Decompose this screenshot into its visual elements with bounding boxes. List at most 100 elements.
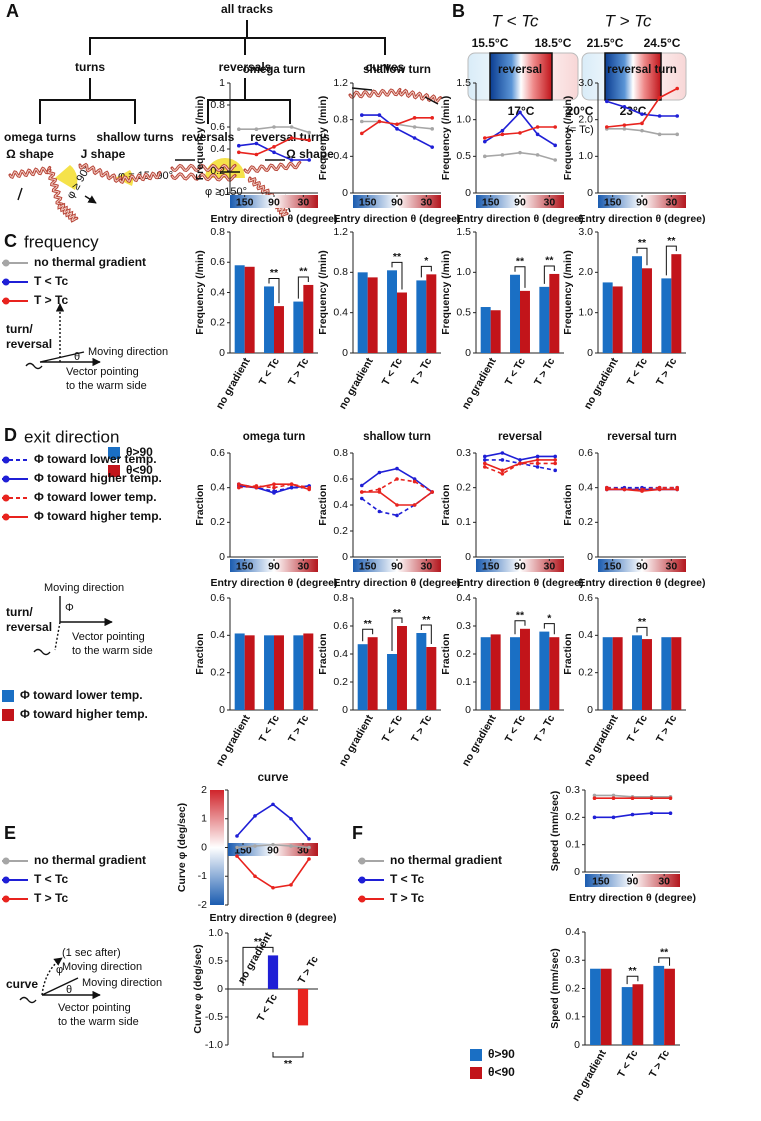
bar (274, 635, 284, 710)
significance-bracket (272, 1052, 304, 1058)
significance-bracket (268, 277, 280, 304)
x-tick-label: no gradient (337, 712, 376, 768)
x-tick-label: T > Tc (409, 356, 434, 388)
series-marker (412, 477, 417, 481)
bar (244, 635, 255, 710)
significance-bracket (297, 276, 309, 299)
x-colorbar (476, 559, 564, 572)
series-marker (605, 99, 609, 104)
bar (520, 290, 530, 353)
significance-label: ** (660, 947, 669, 959)
y-tick-label: 0 (587, 704, 593, 716)
series-marker (377, 487, 382, 492)
series-marker (377, 470, 382, 475)
bar (642, 639, 652, 710)
x-tick-label: 90 (636, 196, 648, 208)
y-tick-label: 2.0 (578, 113, 593, 125)
series-line (361, 491, 433, 506)
bar (367, 637, 378, 710)
series-marker (395, 466, 399, 471)
x-colorbar (598, 195, 686, 208)
bar (387, 654, 397, 710)
significance-label: ** (638, 237, 647, 249)
x-tick-label: 30 (665, 196, 677, 208)
legend-marker (2, 857, 10, 865)
x-axis-label: Entry direction θ (degree) (578, 213, 705, 225)
worm-highlight (171, 164, 236, 171)
y-tick-label: -1.0 (205, 1039, 223, 1051)
series-marker (518, 458, 522, 462)
y-tick-label: 1.5 (456, 226, 471, 238)
series-marker (675, 86, 679, 91)
significance-bracket (420, 624, 432, 644)
bar (600, 968, 612, 1045)
legend-label: T < Tc (34, 872, 68, 886)
x-tick-label: 150 (482, 196, 500, 208)
series-marker (253, 844, 257, 848)
x-tick-label: 90 (514, 560, 526, 572)
series-marker (395, 122, 399, 127)
y-axis-label: Curve φ (deg/sec) (192, 944, 204, 1033)
series-marker (592, 793, 597, 798)
y-tick-label: 0.4 (333, 499, 348, 511)
y-tick-label: -2 (198, 899, 207, 911)
diagram-text: turn/ (6, 605, 33, 619)
bar (267, 955, 279, 989)
panel-label: A (6, 1, 19, 21)
bar (303, 284, 314, 353)
y-tick-label: 0.6 (210, 121, 225, 133)
legend-label: no thermal gradient (34, 255, 146, 269)
tree-branch: curves (366, 60, 405, 74)
worm (398, 88, 442, 104)
significance-label: ** (270, 267, 279, 279)
y-tick-label: 0.4 (565, 926, 580, 938)
series-marker (307, 487, 312, 492)
y-tick-label: 0.2 (565, 811, 580, 823)
series-marker (237, 485, 241, 490)
y-tick-label: 0.3 (565, 954, 580, 966)
y-tick-label: 0.8 (333, 592, 348, 604)
y-tick-label: 0.4 (578, 629, 593, 641)
significance-bracket (391, 261, 403, 290)
significance-bracket (636, 626, 648, 637)
bar (661, 637, 672, 710)
y-colorbar (210, 790, 224, 905)
bar (357, 644, 368, 710)
y-axis-label: Frequency (/min) (562, 96, 574, 181)
worm-highlight (58, 204, 77, 222)
y-tick-label: 0.1 (565, 838, 580, 850)
series-marker (253, 814, 257, 818)
series-marker (553, 143, 557, 148)
series-marker (235, 834, 239, 838)
y-tick-label: 0.2 (578, 516, 593, 528)
y-tick-label: 0 (465, 551, 471, 563)
worm-highlight (171, 173, 236, 181)
angle-wedge (205, 158, 245, 178)
bar (671, 254, 682, 353)
significance-label: * (547, 612, 552, 624)
series-marker (535, 458, 540, 462)
x-tick-label: T < Tc (503, 713, 528, 745)
chart-title: shallow turn (363, 64, 431, 76)
diagram-text: (1 sec after) (62, 947, 121, 959)
bar (549, 637, 560, 710)
series-marker (360, 119, 364, 124)
series-marker (553, 158, 557, 162)
x-tick-label: no gradient (460, 712, 499, 768)
x-tick-label: T < Tc (615, 1048, 640, 1080)
worm-icon (25, 362, 43, 370)
x-tick-label: T < Tc (257, 356, 282, 388)
panel-c-side: C frequency turn/ reversal Moving direct… (4, 231, 168, 392)
thermal-gradient (489, 52, 553, 101)
x-tick-label: 90 (391, 560, 403, 572)
tree-leaf: omega turns (4, 130, 76, 144)
series-marker (237, 143, 241, 148)
bar (293, 635, 304, 710)
y-tick-label: 0.2 (578, 666, 593, 678)
x-tick-label: 90 (268, 196, 280, 208)
y-tick-label: 1 (201, 813, 207, 825)
series-marker (657, 487, 662, 492)
series-marker (307, 138, 312, 142)
x-tick-label: T < Tc (255, 992, 280, 1024)
y-tick-label: 0.8 (333, 113, 348, 125)
